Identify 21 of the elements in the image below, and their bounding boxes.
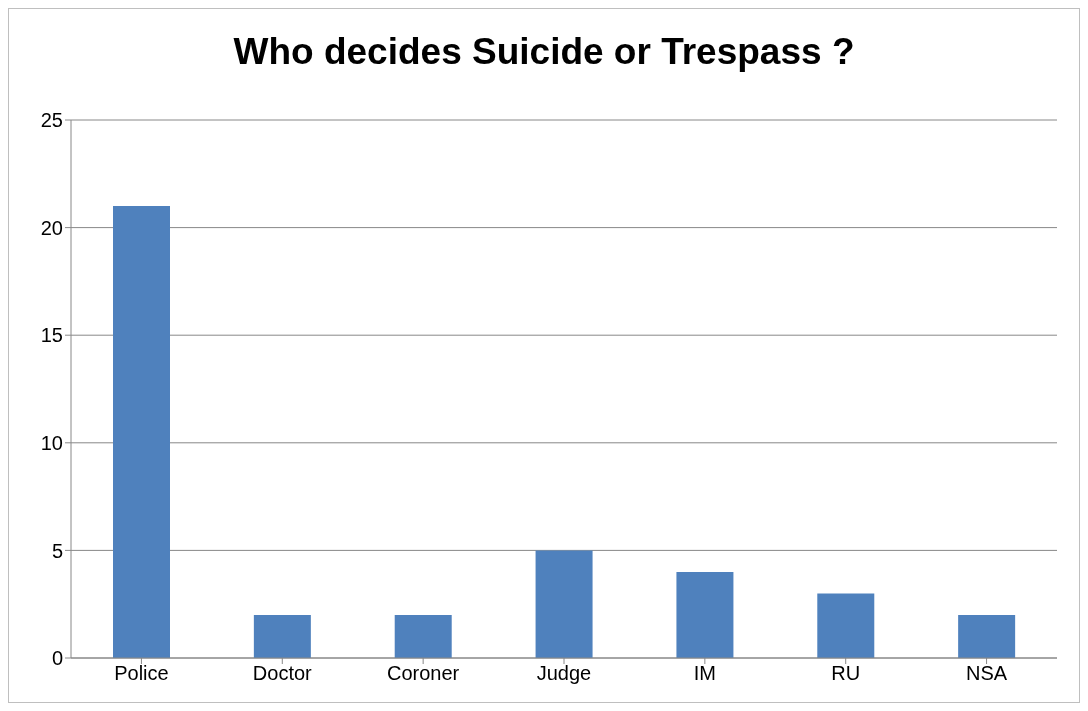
chart-title: Who decides Suicide or Trespass ? bbox=[232, 31, 856, 73]
x-tick-label: Judge bbox=[536, 662, 592, 685]
bar bbox=[817, 593, 875, 658]
y-tick-label: 10 bbox=[40, 431, 63, 454]
bar bbox=[113, 206, 170, 658]
x-tick-label: Doctor bbox=[252, 662, 313, 685]
x-tick-label: RU bbox=[831, 662, 861, 685]
x-tick-label: Coroner bbox=[387, 662, 460, 685]
y-tick-label: 0 bbox=[51, 647, 63, 670]
bar bbox=[535, 550, 593, 658]
y-tick-label: 5 bbox=[51, 539, 63, 562]
bar bbox=[394, 614, 452, 658]
y-tick-label: 15 bbox=[40, 324, 63, 347]
y-tick-label: 25 bbox=[40, 109, 63, 132]
bar bbox=[958, 614, 1016, 658]
bar bbox=[676, 571, 734, 658]
x-tick-label: Police bbox=[114, 662, 169, 685]
x-tick-label: NSA bbox=[966, 662, 1008, 685]
y-tick-label: 20 bbox=[40, 216, 63, 239]
bar bbox=[253, 614, 311, 658]
x-tick-label: IM bbox=[693, 662, 716, 685]
